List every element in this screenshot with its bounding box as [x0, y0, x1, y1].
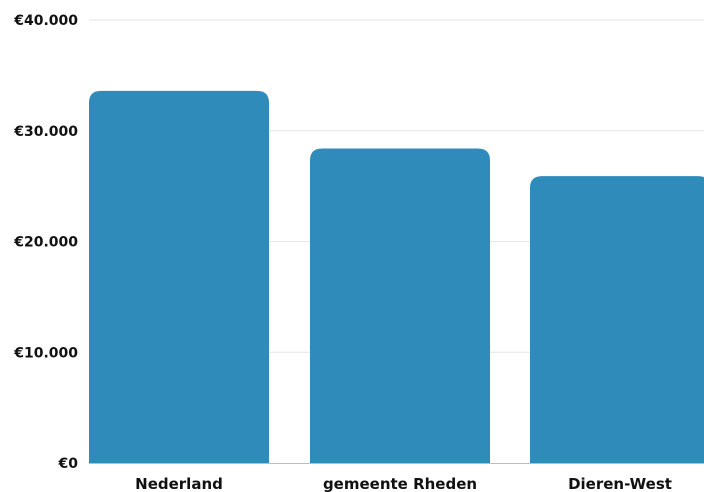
bar-gemeente-rheden	[310, 148, 490, 463]
y-axis-tick-labels: €0 €10.000 €20.000 €30.000 €40.000	[13, 13, 78, 472]
y-tick-label: €0	[58, 456, 79, 472]
x-category-label: gemeente Rheden	[323, 475, 477, 492]
bar-dieren-west	[530, 176, 704, 463]
y-tick-label: €20.000	[13, 235, 78, 251]
x-category-label: Dieren-West	[568, 475, 672, 492]
x-axis-category-labels: Nederland gemeente Rheden Dieren-West	[135, 475, 672, 492]
y-tick-label: €10.000	[13, 345, 78, 361]
x-category-label: Nederland	[135, 475, 223, 492]
y-tick-label: €30.000	[13, 124, 78, 140]
bar-nederland	[89, 90, 269, 463]
bars	[89, 90, 704, 463]
y-tick-label: €40.000	[13, 13, 78, 29]
